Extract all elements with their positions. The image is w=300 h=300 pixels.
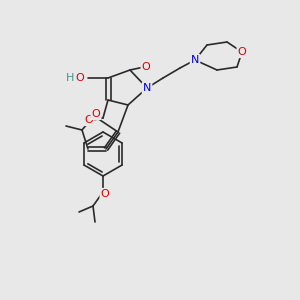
Text: O: O	[85, 115, 93, 125]
Text: O: O	[238, 47, 246, 57]
Text: O: O	[92, 109, 100, 119]
Text: N: N	[191, 55, 199, 65]
Text: H: H	[66, 73, 74, 83]
Text: O: O	[100, 189, 109, 199]
Text: O: O	[142, 62, 150, 72]
Text: O: O	[76, 73, 84, 83]
Text: N: N	[143, 83, 151, 93]
